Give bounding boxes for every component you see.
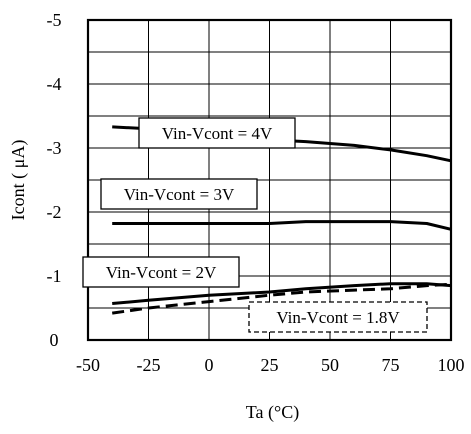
- x-tick-label: 75: [382, 355, 400, 375]
- y-tick-label: 0: [50, 330, 59, 350]
- y-tick-label: -1: [47, 266, 62, 286]
- plot-frame: [86, 18, 453, 342]
- annotation-box: Vin-Vcont = 3V: [100, 178, 258, 210]
- annotation-label: Vin-Vcont = 3V: [124, 185, 235, 204]
- annotation-box: Vin-Vcont = 4V: [138, 117, 296, 149]
- y-tick-label: -5: [47, 10, 62, 30]
- x-tick-label: -25: [137, 355, 161, 375]
- y-tick-label: -3: [47, 138, 62, 158]
- x-tick-labels: -50 -25 0 25 50 75 100: [76, 355, 465, 375]
- y-tick-label: -2: [47, 202, 62, 222]
- series-line-4: [111, 282, 452, 315]
- x-tick-label: 25: [261, 355, 279, 375]
- annotation-label: Vin-Vcont = 1.8V: [276, 308, 400, 327]
- y-tick-label: -4: [47, 74, 62, 94]
- annotation-box: Vin-Vcont = 1.8V: [248, 301, 428, 333]
- x-tick-label: 50: [321, 355, 339, 375]
- x-tick-label: 0: [205, 355, 214, 375]
- annotation-box: Vin-Vcont = 2V: [82, 256, 240, 288]
- annotations: Vin-Vcont = 4V Vin-Vcont = 3V Vin-Vcont = …: [82, 117, 428, 333]
- x-tick-label: 100: [438, 355, 465, 375]
- x-tick-label: -50: [76, 355, 100, 375]
- annotation-label: Vin-Vcont = 4V: [162, 124, 273, 143]
- y-tick-labels: 0 -1 -2 -3 -4 -5: [47, 10, 62, 350]
- y-axis-title: Icont ( μA): [8, 140, 29, 221]
- x-axis-title: Ta (°C): [246, 402, 299, 423]
- series-line-3: [112, 282, 452, 305]
- series-line-2: [112, 220, 452, 231]
- annotation-label: Vin-Vcont = 2V: [106, 263, 217, 282]
